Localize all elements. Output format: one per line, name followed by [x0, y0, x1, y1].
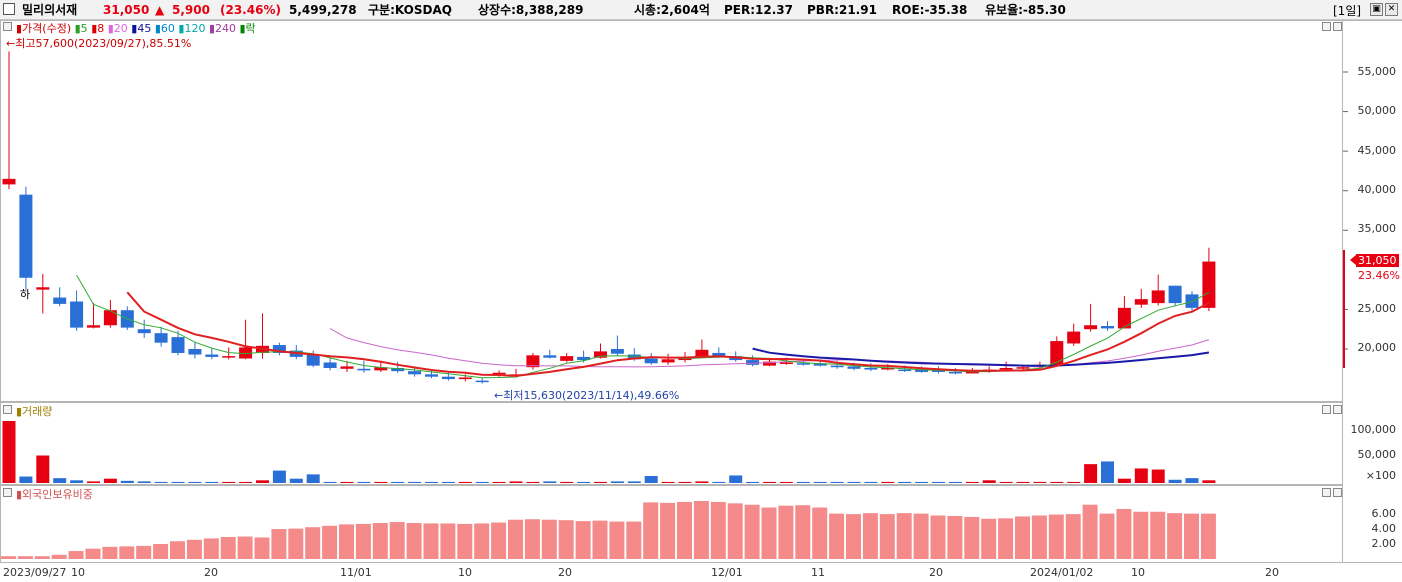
y-tick-label: 2.00	[1371, 537, 1397, 550]
low-price-annotation: ←최저15,630(2023/11/14),49.66%	[494, 389, 680, 402]
current-price-tag: 31,050	[1356, 254, 1399, 267]
x-tick-label: 10	[71, 566, 85, 579]
price-panel[interactable]	[0, 20, 1343, 402]
foreign-panel-restore-button[interactable]	[1322, 488, 1331, 497]
x-tick-label: 20	[929, 566, 943, 579]
y-tick-label: 45,000	[1357, 144, 1397, 157]
x-tick-label: 11	[811, 566, 825, 579]
float-ratio: 유보율:-85.30	[985, 3, 1066, 17]
volume-panel[interactable]	[0, 402, 1343, 485]
legend-item: ▮120	[178, 22, 209, 35]
y-tick-label: 100,000	[1350, 423, 1397, 436]
minimize-button[interactable]: ▣	[1370, 3, 1383, 16]
x-tick-label: 10	[458, 566, 472, 579]
legend-item: ▮락	[239, 22, 256, 35]
y-tick-label: 50,000	[1357, 104, 1397, 117]
price-panel-menu-button[interactable]	[3, 22, 12, 31]
x-tick-label: 2024/01/02	[1030, 566, 1094, 579]
foreign-legend: ▮외국인보유비중	[16, 488, 93, 501]
y-tick-label: 4.00	[1371, 522, 1397, 535]
high-price-annotation: ←최고57,600(2023/09/27),85.51%	[6, 37, 192, 50]
foreign-ownership-panel[interactable]	[0, 485, 1343, 563]
x-tick-label: 10	[1131, 566, 1145, 579]
x-tick-label: 12/01	[711, 566, 743, 579]
foreign-panel-close-button[interactable]	[1333, 488, 1342, 497]
legend-item: ▮240	[208, 22, 240, 35]
market-cap: 시총:2,604억	[634, 3, 710, 17]
roe-value: ROE:-35.38	[892, 3, 968, 17]
y-axis	[1343, 20, 1402, 563]
current-price: 31,050	[103, 3, 150, 17]
y-tick-label: ×100	[1365, 469, 1396, 482]
y-tick-label: 35,000	[1357, 222, 1397, 235]
x-tick-label: 2023/09/27	[3, 566, 67, 579]
price-legend: ▮가격(수정) ▮5 ▮8 ▮20 ▮45 ▮60 ▮120 ▮240 ▮락	[16, 20, 256, 36]
x-tick-label: 20	[1265, 566, 1279, 579]
y-tick-label: 6.00	[1371, 507, 1397, 520]
y-tick-label: 40,000	[1357, 183, 1397, 196]
close-button[interactable]: ✕	[1385, 3, 1398, 16]
limit-down-marker: 하	[20, 288, 31, 301]
pbr-value: PBR:21.91	[807, 3, 877, 17]
stock-name: 밀리의서재	[22, 3, 78, 17]
volume-total: 5,499,278	[289, 3, 357, 17]
legend-item: ▮8	[91, 22, 108, 35]
legend-item: ▮5	[74, 22, 92, 35]
up-arrow-icon: ▲	[155, 3, 165, 17]
window-icon[interactable]	[3, 3, 15, 15]
current-pct-tag: 23.46%	[1358, 269, 1400, 282]
title-bar: 밀리의서재 31,050 ▲ 5,900 (23.46%) 5,499,278 …	[0, 0, 1402, 20]
period-selector[interactable]: [1일]	[1333, 4, 1362, 18]
price-change: 5,900	[172, 3, 210, 17]
x-tick-label: 20	[558, 566, 572, 579]
volume-panel-menu-button[interactable]	[3, 405, 12, 414]
market-type: 구분:KOSDAQ	[368, 3, 452, 17]
y-tick-label: 20,000	[1357, 341, 1397, 354]
volume-legend: ▮거래량	[16, 405, 53, 418]
legend-item: ▮가격(수정)	[16, 22, 75, 35]
volume-panel-close-button[interactable]	[1333, 405, 1342, 414]
price-panel-close-button[interactable]	[1333, 22, 1342, 31]
x-tick-label: 20	[204, 566, 218, 579]
volume-panel-restore-button[interactable]	[1322, 405, 1331, 414]
legend-item: ▮45	[131, 22, 155, 35]
x-tick-label: 11/01	[340, 566, 372, 579]
legend-item: ▮20	[107, 22, 132, 35]
per-value: PER:12.37	[724, 3, 793, 17]
y-tick-label: 50,000	[1357, 448, 1397, 461]
y-tick-label: 25,000	[1357, 302, 1397, 315]
foreign-panel-menu-button[interactable]	[3, 488, 12, 497]
legend-item: ▮60	[154, 22, 179, 35]
y-tick-label: 55,000	[1357, 65, 1397, 78]
price-panel-restore-button[interactable]	[1322, 22, 1331, 31]
price-change-pct: (23.46%)	[220, 3, 281, 17]
listed-shares: 상장수:8,388,289	[478, 3, 584, 17]
